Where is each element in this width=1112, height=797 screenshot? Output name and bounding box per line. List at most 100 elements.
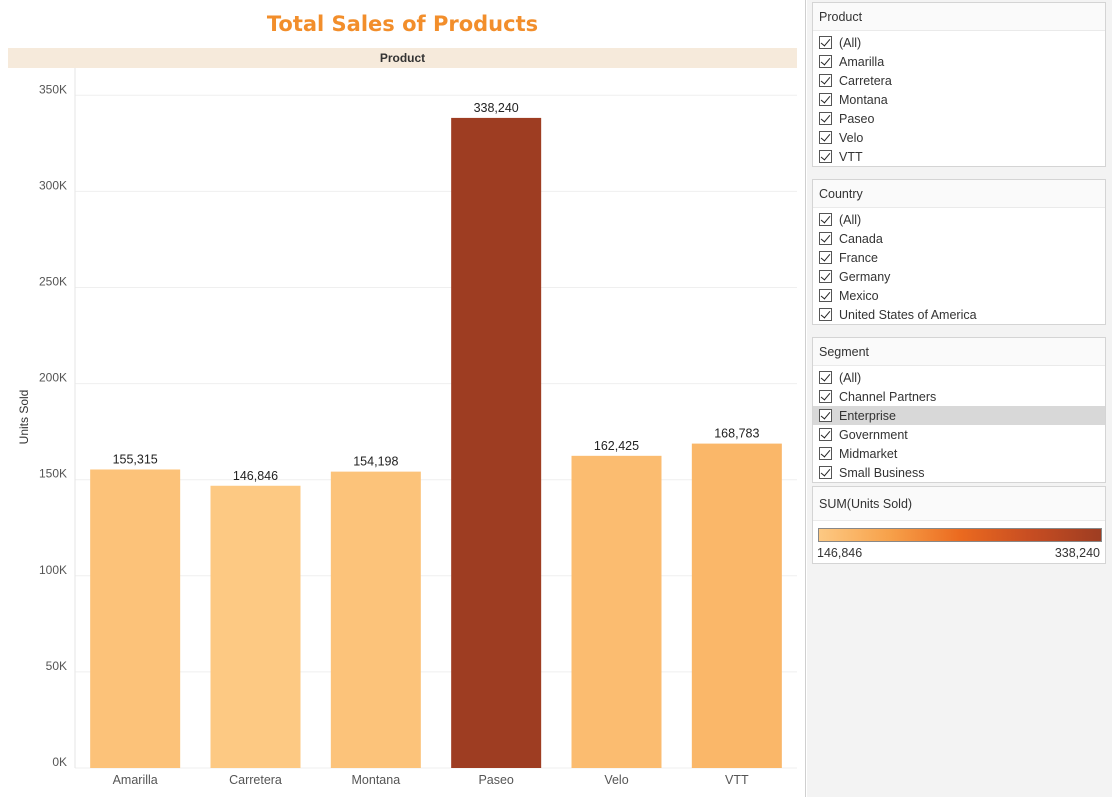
checkbox-checked-icon[interactable]	[819, 409, 832, 422]
product-header: Product	[8, 48, 797, 68]
filter-option[interactable]: Montana	[813, 90, 1105, 109]
filter-option[interactable]: Paseo	[813, 109, 1105, 128]
filter-option[interactable]: VTT	[813, 147, 1105, 166]
filter-option-label: Amarilla	[839, 54, 885, 69]
filter-option[interactable]: (All)	[813, 210, 1105, 229]
legend-title: SUM(Units Sold)	[813, 487, 1105, 521]
y-tick-label: 300K	[39, 178, 67, 192]
filter-option-label: Velo	[839, 130, 864, 145]
y-axis-label: Units Sold	[17, 390, 31, 445]
filter-option-label: Germany	[839, 269, 891, 284]
filter-option-label: Mexico	[839, 288, 879, 303]
filter-option[interactable]: Carretera	[813, 71, 1105, 90]
product-filter: Product (All) Amarilla Carretera Montana Pas…	[812, 2, 1106, 167]
checkbox-checked-icon[interactable]	[819, 466, 832, 479]
filter-option[interactable]: Canada	[813, 229, 1105, 248]
filter-option[interactable]: Midmarket	[813, 444, 1105, 463]
data-labels: 155,315 146,846 154,198 338,240 162,425 168,7…	[113, 101, 760, 483]
side-panel: Product (All) Amarilla Carretera Montana Pas…	[807, 0, 1112, 797]
filter-items: (All) Amarilla Carretera Montana Paseo Velo VT…	[813, 31, 1105, 166]
legend-min-label: 146,846	[817, 546, 863, 560]
y-tick-label: 350K	[39, 82, 67, 96]
chart-panel: Total Sales of Products Product 0K 50K 100…	[8, 0, 806, 797]
checkbox-checked-icon[interactable]	[819, 308, 832, 321]
filter-items: (All) Channel Partners Enterprise Governmen…	[813, 366, 1105, 482]
legend-max-label: 338,240	[1054, 546, 1100, 560]
filter-option-label: (All)	[839, 212, 862, 227]
data-label: 155,315	[113, 452, 158, 466]
checkbox-checked-icon[interactable]	[819, 74, 832, 87]
filter-option[interactable]: Channel Partners	[813, 387, 1105, 406]
bar-amarilla[interactable]	[90, 469, 181, 768]
checkbox-checked-icon[interactable]	[819, 232, 832, 245]
x-tick-label: Montana	[352, 773, 401, 787]
filter-option[interactable]: Mexico	[813, 286, 1105, 305]
bar-montana[interactable]	[330, 471, 421, 768]
y-tick-label: 200K	[39, 371, 67, 385]
bar-vtt[interactable]	[691, 443, 782, 768]
filter-option-label: (All)	[839, 370, 862, 385]
filter-option[interactable]: France	[813, 248, 1105, 267]
bar-chart: 0K 50K 100K 150K 200K 250K 300K 350K Units Sold…	[17, 68, 797, 787]
filter-option-label: Canada	[839, 231, 883, 246]
color-legend: SUM(Units Sold) 146,846 338,240	[812, 486, 1106, 564]
filter-option-label: United States of America	[839, 307, 977, 322]
filter-option-label: Small Business	[839, 465, 925, 480]
y-tick-label: 50K	[46, 659, 67, 673]
bar-carretera[interactable]	[210, 485, 301, 768]
checkbox-checked-icon[interactable]	[819, 270, 832, 283]
filter-option[interactable]: Germany	[813, 267, 1105, 286]
filter-option[interactable]: United States of America	[813, 305, 1105, 324]
filter-items: (All) Canada France Germany Mexico United Sta…	[813, 208, 1105, 324]
checkbox-checked-icon[interactable]	[819, 447, 832, 460]
data-label: 146,846	[233, 469, 278, 483]
data-label: 168,783	[714, 427, 759, 441]
checkbox-checked-icon[interactable]	[819, 93, 832, 106]
bar-velo[interactable]	[571, 455, 662, 768]
checkbox-checked-icon[interactable]	[819, 213, 832, 226]
checkbox-checked-icon[interactable]	[819, 150, 832, 163]
filter-title: Product	[813, 3, 1105, 31]
x-tick-label: Paseo	[478, 773, 513, 787]
checkbox-checked-icon[interactable]	[819, 428, 832, 441]
filter-option-label: France	[839, 250, 878, 265]
filter-option[interactable]: Velo	[813, 128, 1105, 147]
gridlines	[74, 68, 797, 769]
checkbox-checked-icon[interactable]	[819, 390, 832, 403]
bars	[90, 117, 782, 769]
legend-color-ramp	[818, 528, 1102, 542]
filter-option-label: Montana	[839, 92, 888, 107]
bar-paseo[interactable]	[451, 117, 542, 769]
filter-option[interactable]: Government	[813, 425, 1105, 444]
filter-option[interactable]: (All)	[813, 33, 1105, 52]
country-filter: Country (All) Canada France Germany Mexico Un…	[812, 179, 1106, 325]
y-axis-ticks: 0K 50K 100K 150K 200K 250K 300K 350K	[39, 82, 67, 769]
chart-title: Total Sales of Products	[266, 12, 539, 36]
filter-option[interactable]: Enterprise	[813, 406, 1105, 425]
filter-option[interactable]: Amarilla	[813, 52, 1105, 71]
y-tick-label: 0K	[52, 755, 67, 769]
filter-option[interactable]: (All)	[813, 368, 1105, 387]
filter-option-label: (All)	[839, 35, 862, 50]
filter-option-label: Midmarket	[839, 446, 898, 461]
data-label: 154,198	[353, 455, 398, 469]
data-label: 338,240	[474, 101, 519, 115]
checkbox-checked-icon[interactable]	[819, 55, 832, 68]
x-tick-label: Amarilla	[113, 773, 158, 787]
filter-title: Segment	[813, 338, 1105, 366]
checkbox-checked-icon[interactable]	[819, 289, 832, 302]
x-tick-label: VTT	[725, 773, 749, 787]
filter-option-label: Paseo	[839, 111, 875, 126]
filter-title: Country	[813, 180, 1105, 208]
x-tick-label: Carretera	[229, 773, 282, 787]
filter-option-label: Enterprise	[839, 408, 896, 423]
filter-option[interactable]: Small Business	[813, 463, 1105, 482]
filter-option-label: Government	[839, 427, 908, 442]
x-tick-label: Velo	[604, 773, 628, 787]
checkbox-checked-icon[interactable]	[819, 131, 832, 144]
checkbox-checked-icon[interactable]	[819, 36, 832, 49]
checkbox-checked-icon[interactable]	[819, 251, 832, 264]
data-label: 162,425	[594, 439, 639, 453]
checkbox-checked-icon[interactable]	[819, 112, 832, 125]
checkbox-checked-icon[interactable]	[819, 371, 832, 384]
